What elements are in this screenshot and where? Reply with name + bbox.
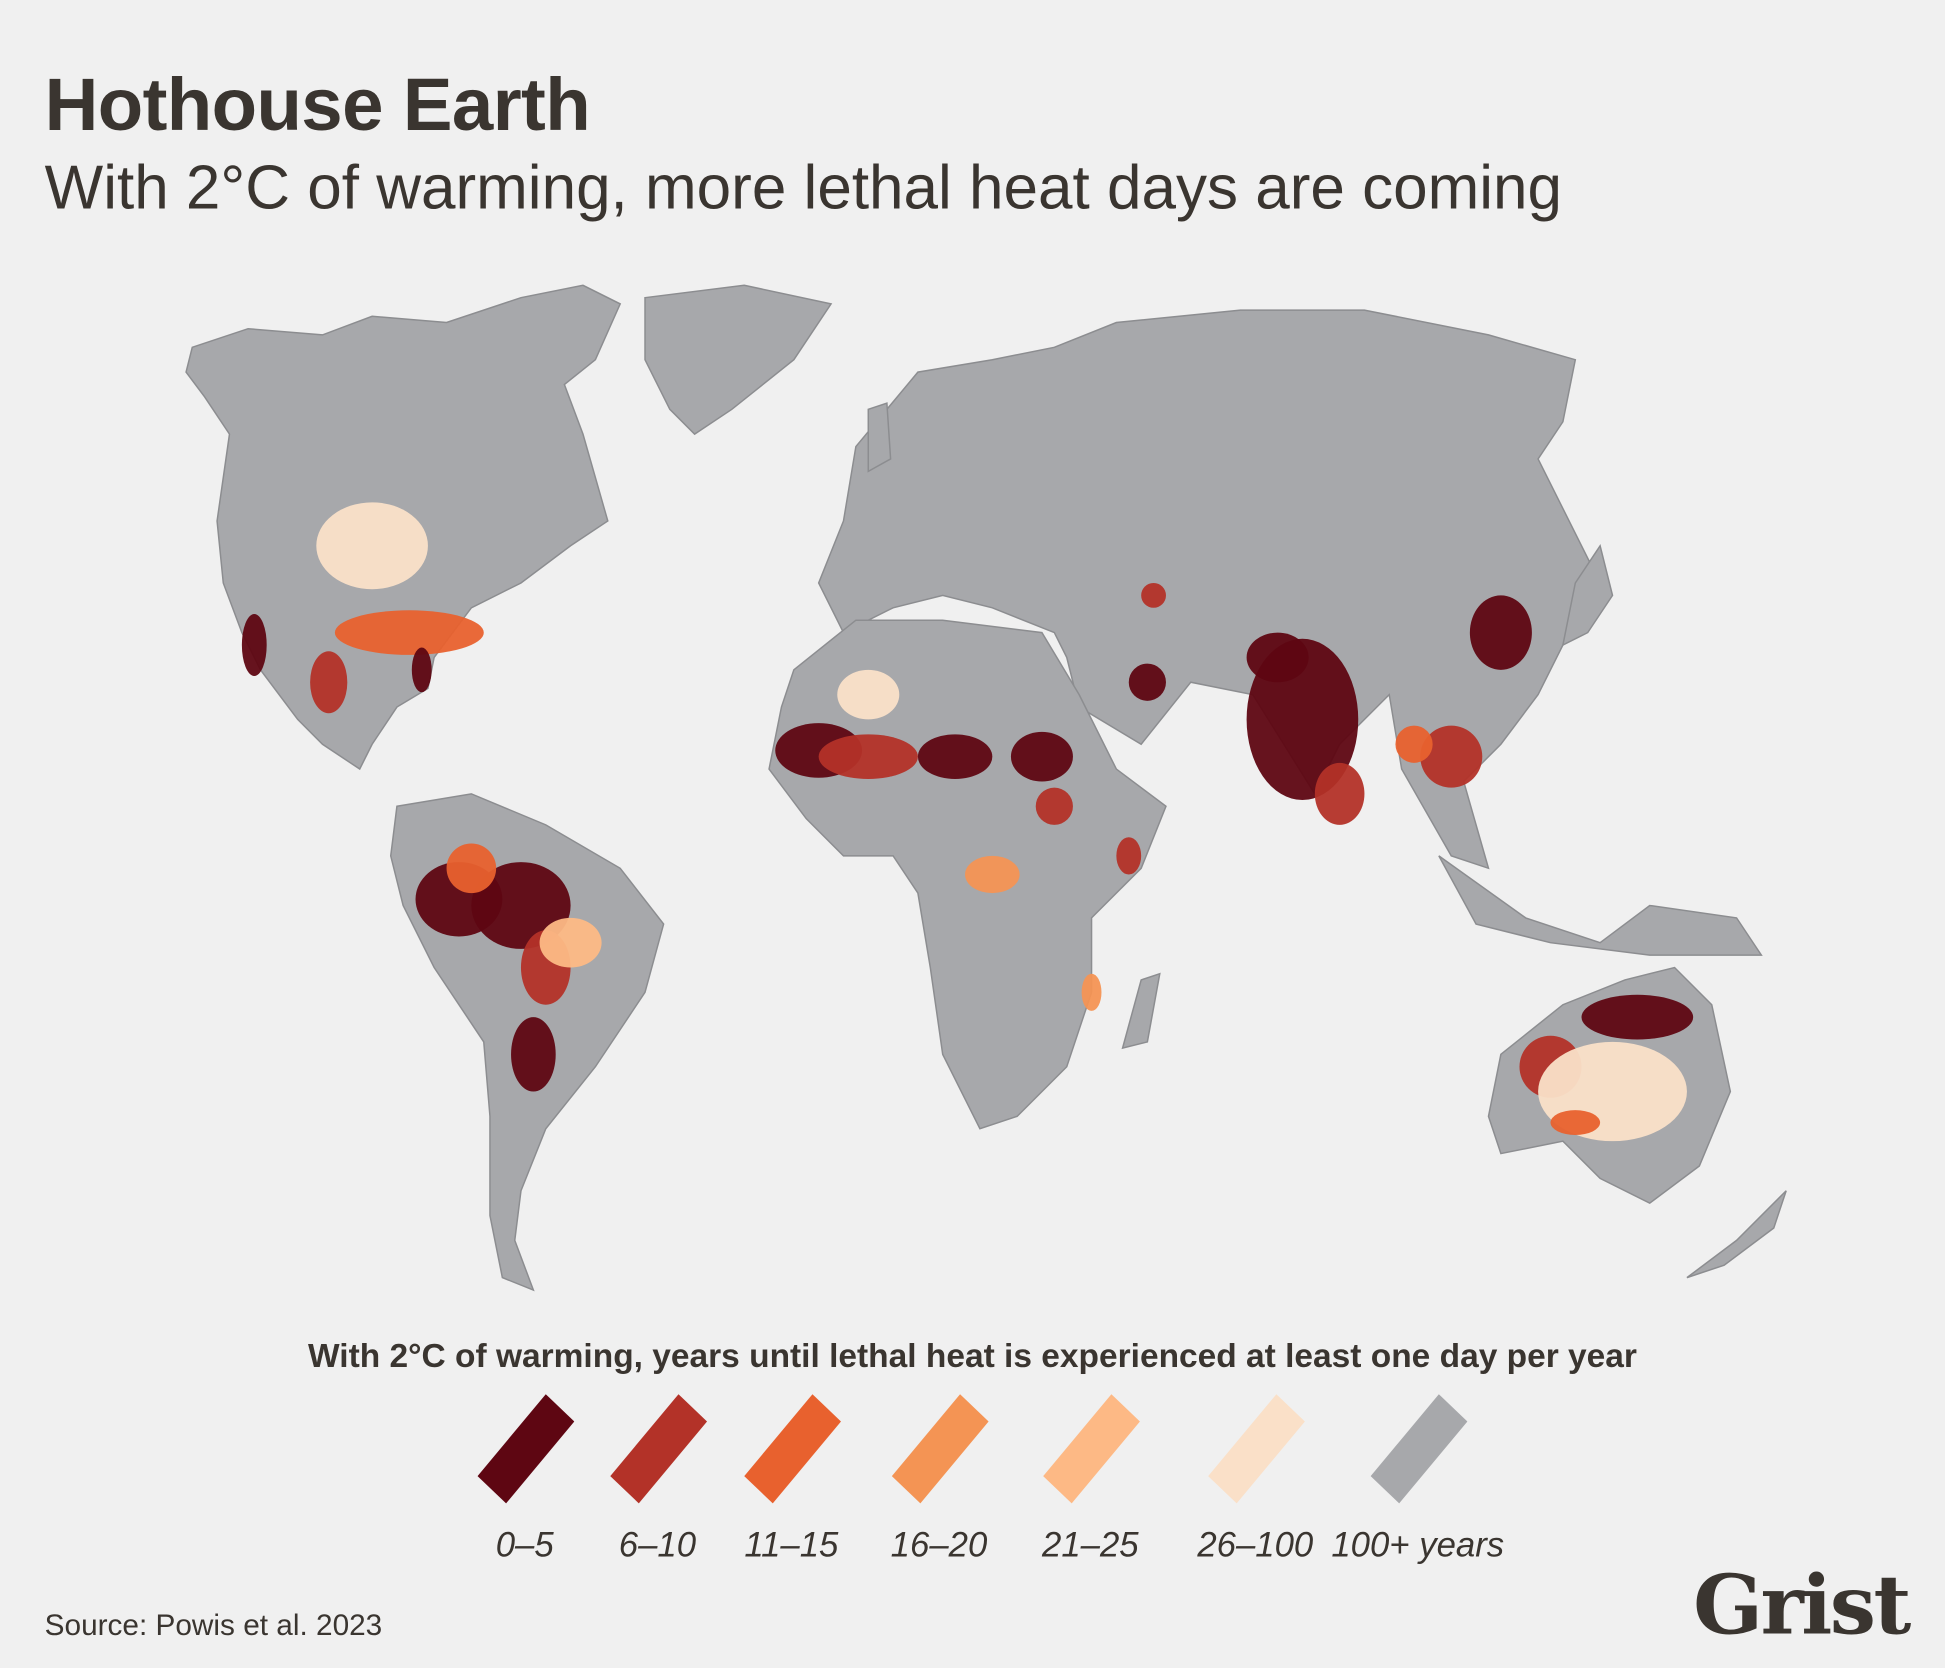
heat-zone: [837, 669, 900, 720]
heat-zone: [446, 843, 497, 894]
legend-item: 16–20: [846, 1392, 1032, 1566]
legend-label: 0–5: [495, 1525, 554, 1565]
heat-zone: [1035, 787, 1073, 825]
heat-zone: [1116, 837, 1142, 875]
heat-zone: [1081, 973, 1102, 1011]
greenland: [644, 284, 833, 436]
legend-item: 0–5: [432, 1392, 618, 1566]
heat-zone: [471, 862, 571, 949]
legend-item: 6–10: [564, 1392, 750, 1566]
heat-zone: [1141, 582, 1166, 608]
heat-zone: [316, 502, 428, 590]
legend-swatch: [1208, 1394, 1305, 1504]
japan: [1561, 543, 1614, 647]
legend-item: 100+ years: [1325, 1392, 1511, 1566]
heat-zone: [917, 734, 993, 779]
legend-label: 11–15: [744, 1525, 839, 1565]
heat-zone: [965, 855, 1020, 894]
indonesia: [1438, 855, 1763, 956]
heat-zone: [1314, 762, 1365, 825]
madagascar: [1121, 972, 1161, 1050]
heat-zone: [411, 647, 432, 693]
legend-label: 6–10: [618, 1525, 697, 1565]
legend-item: 21–25: [997, 1392, 1183, 1566]
heat-zone: [1395, 725, 1433, 763]
source-note: Source: Powis et al. 2023: [44, 1608, 383, 1643]
legend-label: 16–20: [890, 1525, 988, 1565]
heat-zone: [539, 917, 602, 968]
legend-label: 26–100: [1197, 1525, 1314, 1565]
legend-swatch: [477, 1394, 575, 1504]
legend-item: 11–15: [698, 1392, 884, 1566]
heat-zone: [511, 1017, 556, 1092]
heat-zone: [1246, 632, 1309, 683]
heat-zone: [818, 734, 918, 779]
grist-logo: Grist: [1693, 1556, 1911, 1654]
heat-zone: [1550, 1110, 1601, 1135]
legend-swatch: [1370, 1394, 1468, 1504]
heat-zone: [1581, 994, 1694, 1040]
world-map: [185, 284, 1787, 1292]
legend-swatch: [610, 1394, 708, 1504]
heat-zone: [334, 610, 484, 655]
heat-zone: [1420, 725, 1483, 788]
legend-label: 21–25: [1042, 1525, 1139, 1565]
page-title: Hothouse Earth: [44, 63, 591, 147]
heat-zone: [1128, 663, 1166, 701]
new-zealand: [1686, 1190, 1787, 1279]
legend-swatch: [744, 1394, 841, 1504]
heat-zone: [310, 651, 348, 714]
legend-swatch: [1043, 1394, 1140, 1504]
legend-label: 100+ years: [1331, 1525, 1505, 1565]
heat-zones: [241, 502, 1694, 1142]
uk: [867, 402, 892, 473]
legend-item: 26–100: [1162, 1392, 1348, 1566]
legend-swatch: [891, 1394, 989, 1504]
heat-zone: [1469, 595, 1532, 670]
page-subtitle: With 2°C of warming, more lethal heat da…: [44, 152, 1563, 223]
heat-zone: [1010, 731, 1073, 782]
legend-title: With 2°C of warming, years until lethal …: [307, 1337, 1637, 1375]
heat-zone: [241, 613, 267, 677]
